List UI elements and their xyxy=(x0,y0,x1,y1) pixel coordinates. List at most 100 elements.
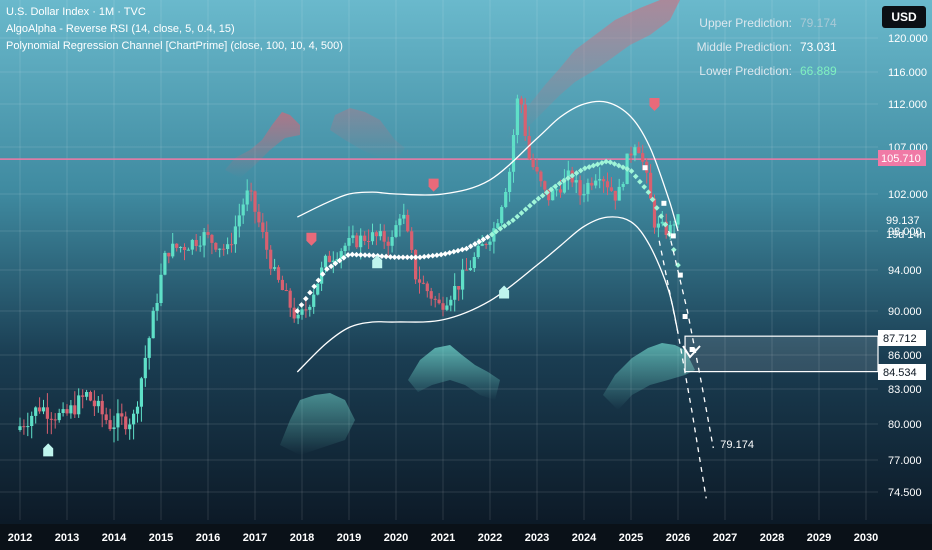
candle-body xyxy=(602,179,605,181)
candle-body xyxy=(520,99,523,105)
candle-body xyxy=(179,247,182,248)
candle-body xyxy=(500,207,503,223)
candle-body xyxy=(438,300,441,304)
candle-body xyxy=(445,306,448,310)
candle-body xyxy=(167,253,170,257)
middle-prediction: Middle Prediction: 73.031 xyxy=(697,40,846,54)
candle-body xyxy=(637,147,640,153)
candle-body xyxy=(18,426,21,430)
projection-dot xyxy=(671,233,676,238)
candle-body xyxy=(273,267,276,269)
candle-body xyxy=(34,407,37,416)
candle-body xyxy=(77,395,80,414)
candle-body xyxy=(488,242,491,245)
candle-body xyxy=(598,179,601,180)
candle-body xyxy=(281,280,284,290)
candle-body xyxy=(242,205,245,216)
candle-body xyxy=(610,187,613,191)
y-tick-label: 74.500 xyxy=(888,487,922,499)
x-tick-label: 2019 xyxy=(337,532,361,544)
candle-body xyxy=(324,256,327,268)
candle-body xyxy=(394,225,397,237)
candle-body xyxy=(140,378,143,406)
projection-dot xyxy=(661,201,666,206)
candle-body xyxy=(105,414,108,420)
candle-body xyxy=(579,180,582,195)
y-tick-label: 112.000 xyxy=(888,99,927,111)
x-tick-label: 2023 xyxy=(525,532,549,544)
candle-body xyxy=(633,147,636,155)
candle-body xyxy=(50,419,53,420)
candle-body xyxy=(622,184,625,187)
x-tick-label: 2018 xyxy=(290,532,314,544)
indicator-label-regression[interactable]: Polynomial Regression Channel [ChartPrim… xyxy=(6,40,343,52)
middle-prediction-value: 73.031 xyxy=(800,40,846,54)
candle-body xyxy=(355,235,358,247)
candle-body xyxy=(375,232,378,236)
x-axis: 2012 2013 2014 2015 2016 2017 2018 2019 2020 2021… xyxy=(0,524,932,550)
candle-body xyxy=(62,409,65,413)
candle-body xyxy=(203,232,206,245)
candle-body xyxy=(89,392,92,401)
candle-body xyxy=(641,153,644,162)
y-tick-label: 120.000 xyxy=(888,33,928,45)
candle-body xyxy=(112,427,115,429)
candle-body xyxy=(230,244,233,245)
candle-body xyxy=(93,401,96,407)
candle-body xyxy=(371,232,374,241)
candle-body xyxy=(508,172,511,192)
candle-body xyxy=(383,231,386,242)
candle-body xyxy=(453,286,456,300)
candle-body xyxy=(367,241,370,242)
projection-dot xyxy=(683,314,688,319)
upper-prediction-label: Upper Prediction: xyxy=(699,16,792,30)
x-tick-label: 2016 xyxy=(196,532,220,544)
candle-body xyxy=(629,154,632,156)
candle-body xyxy=(54,419,57,420)
x-tick-label: 2026 xyxy=(666,532,690,544)
x-tick-label: 2028 xyxy=(760,532,784,544)
candle-body xyxy=(120,413,123,416)
candle-body xyxy=(38,407,41,411)
candle-body xyxy=(191,240,194,250)
candle-body xyxy=(402,215,405,219)
upper-prediction: Upper Prediction: 79.174 xyxy=(699,16,846,30)
y-tick-label: 116.000 xyxy=(888,67,927,79)
x-tick-label: 2015 xyxy=(149,532,173,544)
candle-body xyxy=(214,243,217,250)
x-tick-label: 2017 xyxy=(243,532,267,544)
y-tick-label: 83.000 xyxy=(888,384,922,396)
candle-body xyxy=(159,275,162,303)
candle-body xyxy=(457,286,460,290)
x-tick-label: 2030 xyxy=(854,532,878,544)
x-tick-label: 2014 xyxy=(102,532,127,544)
candle-body xyxy=(441,303,444,310)
candle-body xyxy=(156,303,159,311)
candle-body xyxy=(406,215,409,231)
candle-body xyxy=(187,250,190,251)
x-tick-label: 2029 xyxy=(807,532,831,544)
candle-body xyxy=(347,238,350,246)
chart-title: U.S. Dollar Index · 1M · TVC xyxy=(6,6,146,18)
candle-body xyxy=(109,420,112,429)
candle-body xyxy=(618,187,621,201)
candle-body xyxy=(148,338,151,358)
candle-body xyxy=(398,219,401,226)
candle-body xyxy=(524,105,527,137)
candle-body xyxy=(461,270,464,290)
candle-body xyxy=(582,194,585,195)
candle-body xyxy=(410,231,413,250)
candle-body xyxy=(481,244,484,246)
x-tick-label: 2021 xyxy=(431,532,455,544)
candle-body xyxy=(559,189,562,192)
candle-body xyxy=(351,235,354,238)
indicator-label-rsi[interactable]: AlgoAlpha - Reverse RSI (14, close, 5, 0… xyxy=(6,23,235,35)
candle-body xyxy=(575,180,578,182)
currency-button[interactable]: USD xyxy=(882,6,926,28)
prediction-box[interactable] xyxy=(685,336,878,371)
candle-body xyxy=(532,159,535,167)
candle-body xyxy=(426,284,429,292)
box-bottom-tag: 84.534 xyxy=(883,367,917,379)
lower-prediction: Lower Prediction: 66.889 xyxy=(699,64,846,78)
